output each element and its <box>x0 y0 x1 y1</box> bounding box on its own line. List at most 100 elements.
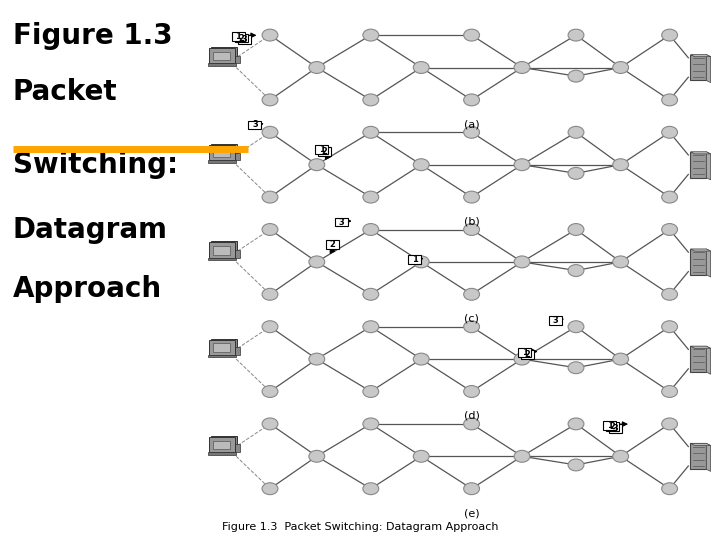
Circle shape <box>363 418 379 430</box>
Circle shape <box>309 450 325 462</box>
Bar <box>235 33 248 42</box>
Bar <box>211 144 237 159</box>
Bar <box>318 147 331 156</box>
Circle shape <box>363 191 379 203</box>
Circle shape <box>662 418 678 430</box>
Circle shape <box>662 224 678 235</box>
Circle shape <box>662 94 678 106</box>
Bar <box>209 48 235 63</box>
Circle shape <box>413 353 429 365</box>
Bar <box>207 258 236 260</box>
Circle shape <box>662 483 678 495</box>
Text: (d): (d) <box>464 411 480 421</box>
Bar <box>209 340 235 355</box>
Circle shape <box>309 353 325 365</box>
Circle shape <box>464 126 480 138</box>
Circle shape <box>363 29 379 41</box>
Circle shape <box>309 62 325 73</box>
Text: 2: 2 <box>322 147 328 156</box>
Circle shape <box>464 288 480 300</box>
Circle shape <box>514 62 530 73</box>
Circle shape <box>262 94 278 106</box>
Bar <box>326 240 339 249</box>
Circle shape <box>464 321 480 333</box>
Circle shape <box>568 126 584 138</box>
Bar <box>518 348 531 357</box>
Polygon shape <box>706 152 711 180</box>
Text: Packet: Packet <box>13 78 117 106</box>
Text: Approach: Approach <box>13 275 162 303</box>
Text: 2: 2 <box>610 422 616 431</box>
Polygon shape <box>690 152 711 154</box>
Bar <box>213 52 230 60</box>
Circle shape <box>514 256 530 268</box>
Circle shape <box>662 29 678 41</box>
Circle shape <box>363 321 379 333</box>
Circle shape <box>514 159 530 171</box>
Circle shape <box>363 483 379 495</box>
Bar <box>233 444 240 452</box>
Polygon shape <box>706 55 711 83</box>
Bar <box>207 160 236 163</box>
Bar <box>211 241 237 256</box>
Circle shape <box>568 224 584 235</box>
Circle shape <box>464 418 480 430</box>
Text: Figure 1.3  Packet Switching: Datagram Approach: Figure 1.3 Packet Switching: Datagram Ap… <box>222 522 498 531</box>
Polygon shape <box>690 249 711 251</box>
Circle shape <box>464 191 480 203</box>
Bar <box>690 55 706 80</box>
Circle shape <box>464 224 480 235</box>
Bar <box>211 47 237 62</box>
Circle shape <box>262 191 278 203</box>
Bar <box>521 350 534 359</box>
Circle shape <box>568 459 584 471</box>
Circle shape <box>413 256 429 268</box>
Text: (a): (a) <box>464 119 480 129</box>
Circle shape <box>262 418 278 430</box>
Text: 1: 1 <box>412 255 418 264</box>
Circle shape <box>262 126 278 138</box>
Circle shape <box>662 191 678 203</box>
Circle shape <box>568 321 584 333</box>
Circle shape <box>262 288 278 300</box>
Bar <box>690 346 706 372</box>
Bar <box>549 316 562 325</box>
Circle shape <box>568 362 584 374</box>
Bar <box>233 56 240 63</box>
Bar <box>233 153 240 160</box>
Text: 3: 3 <box>241 35 247 44</box>
Text: 2: 2 <box>330 240 336 249</box>
Bar <box>335 218 348 226</box>
Circle shape <box>568 418 584 430</box>
Circle shape <box>662 321 678 333</box>
Circle shape <box>309 256 325 268</box>
Bar <box>213 149 230 157</box>
Text: 1: 1 <box>607 421 613 430</box>
Bar <box>609 424 622 433</box>
Circle shape <box>413 450 429 462</box>
Bar <box>408 255 421 264</box>
Text: 1: 1 <box>319 145 325 154</box>
Bar <box>211 436 237 451</box>
Circle shape <box>514 450 530 462</box>
Text: (e): (e) <box>464 508 480 518</box>
Circle shape <box>262 386 278 397</box>
Polygon shape <box>706 249 711 277</box>
Bar <box>233 347 240 355</box>
Bar <box>207 452 236 455</box>
Text: (c): (c) <box>464 314 479 323</box>
Circle shape <box>413 62 429 73</box>
Polygon shape <box>690 55 711 57</box>
Bar <box>213 441 230 449</box>
Polygon shape <box>690 346 711 348</box>
Bar <box>690 152 706 178</box>
Circle shape <box>262 321 278 333</box>
Polygon shape <box>706 346 711 374</box>
Circle shape <box>613 256 629 268</box>
Text: 2: 2 <box>238 33 244 43</box>
Circle shape <box>262 483 278 495</box>
Text: 3: 3 <box>338 218 344 227</box>
Text: (b): (b) <box>464 217 480 226</box>
Circle shape <box>309 159 325 171</box>
Circle shape <box>464 29 480 41</box>
